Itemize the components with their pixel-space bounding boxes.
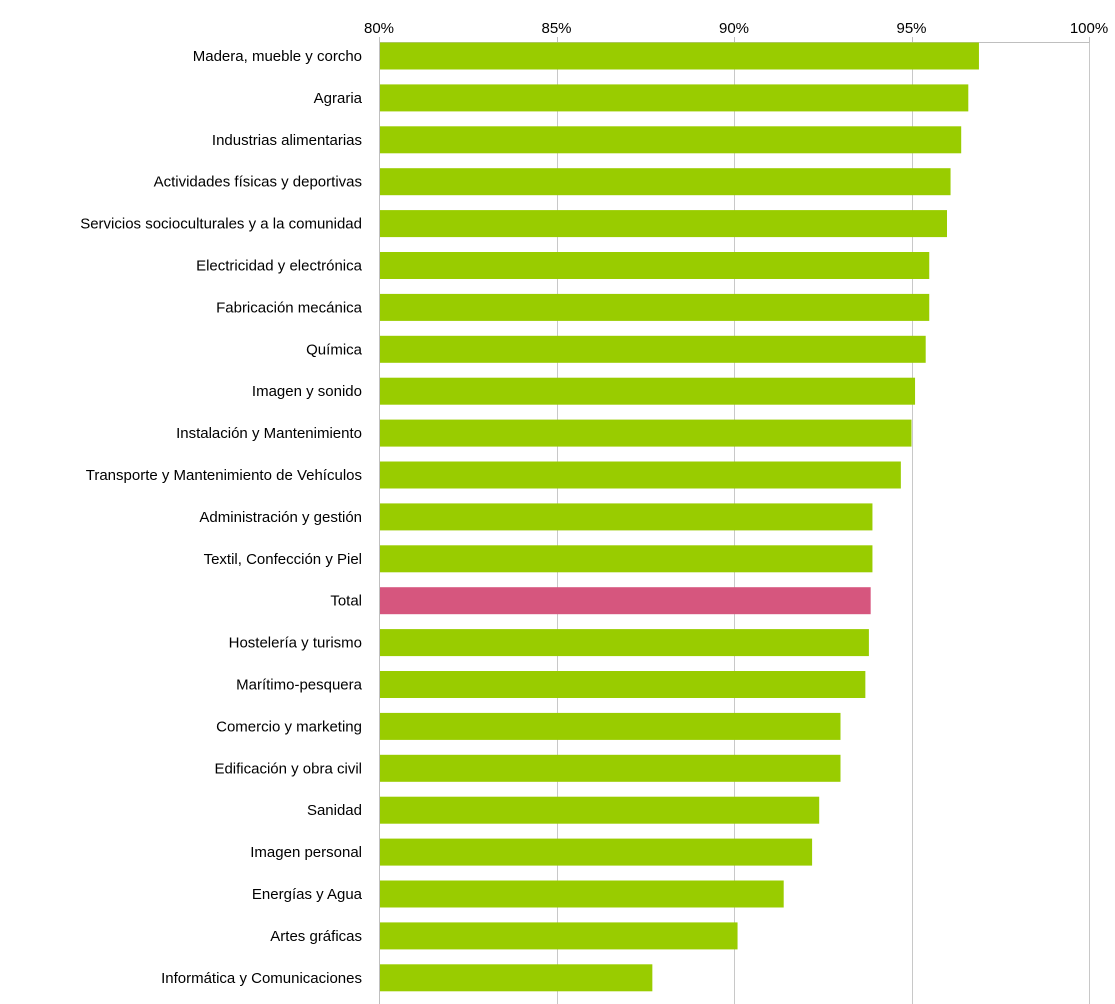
bar: [380, 964, 653, 992]
x-tick-label: 95%: [896, 20, 926, 37]
bar-total: [380, 587, 871, 615]
category-label: Agraria: [314, 90, 363, 107]
bar: [380, 42, 979, 70]
category-label: Sanidad: [307, 802, 362, 819]
category-label: Artes gráficas: [270, 928, 362, 945]
bar: [380, 252, 930, 279]
bar: [380, 461, 901, 489]
category-label: Fabricación mecánica: [216, 299, 363, 316]
bar: [380, 754, 841, 782]
category-label: Total: [330, 593, 362, 610]
bars: [380, 42, 979, 992]
category-labels: Madera, mueble y corcho Agraria Industrias…: [80, 48, 362, 987]
category-label: Instalación y Mantenimiento: [176, 425, 362, 442]
category-label: Electricidad y electrónica: [196, 258, 363, 275]
x-tick-label: 80%: [364, 20, 394, 37]
x-tick-label: 100%: [1070, 20, 1108, 37]
bar: [380, 796, 820, 824]
category-label: Marítimo-pesquera: [236, 677, 363, 694]
category-label: Transporte y Mantenimiento de Vehículos: [86, 467, 362, 484]
category-label: Madera, mueble y corcho: [193, 48, 362, 65]
bar: [380, 712, 841, 740]
category-label: Química: [306, 341, 363, 358]
category-label: Hostelería y turismo: [229, 635, 362, 652]
category-label: Textil, Confección y Piel: [204, 551, 362, 568]
category-label: Actividades físicas y deportivas: [154, 174, 362, 191]
bar: [380, 503, 873, 531]
bar: [380, 419, 912, 447]
category-label: Servicios socioculturales y a la comunid…: [80, 216, 362, 233]
bar: [380, 293, 930, 321]
bar: [380, 880, 784, 908]
category-label: Informática y Comunicaciones: [161, 970, 362, 987]
x-tick-label: 90%: [719, 20, 749, 37]
category-label: Edificación y obra civil: [214, 760, 362, 777]
category-label: Industrias alimentarias: [212, 132, 362, 149]
category-label: Administración y gestión: [199, 509, 362, 526]
category-label: Comercio y marketing: [216, 718, 362, 735]
x-axis-ticks: 80% 85% 90% 95% 100%: [364, 20, 1108, 37]
category-label: Energías y Agua: [252, 886, 363, 903]
bar: [380, 545, 873, 573]
bar: [380, 84, 969, 112]
x-tick-label: 85%: [541, 20, 571, 37]
bar: [380, 377, 916, 405]
bar: [380, 922, 738, 950]
bar: [380, 168, 951, 196]
bar: [380, 838, 813, 866]
bar: [380, 671, 866, 698]
bar: [380, 335, 926, 363]
category-label: Imagen y sonido: [252, 383, 362, 400]
bar: [380, 210, 947, 238]
category-label: Imagen personal: [250, 844, 362, 861]
bar: [380, 126, 962, 154]
bar: [380, 629, 869, 657]
